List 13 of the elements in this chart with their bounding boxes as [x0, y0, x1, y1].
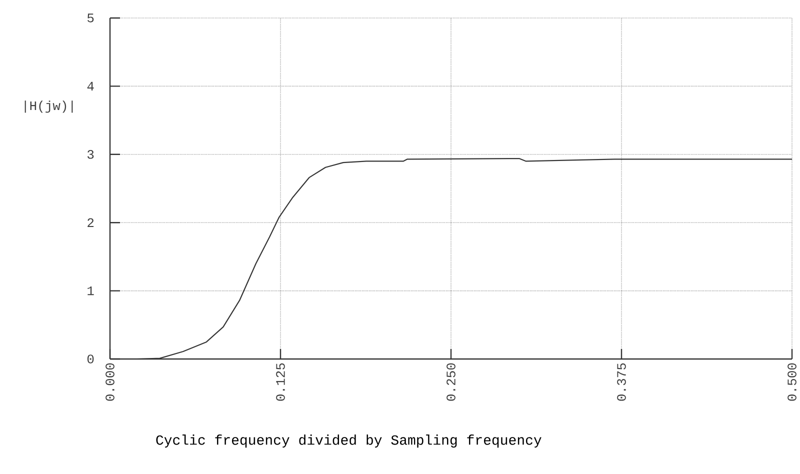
y-tick-label: 5: [87, 14, 94, 22]
y-tick-label: 0: [87, 354, 94, 364]
y-tick-label: 2: [88, 218, 94, 227]
y-tick-label: 1: [88, 286, 94, 296]
x-tick-label: 0.000: [106, 363, 114, 401]
y-tick-label: 3: [87, 150, 94, 159]
y-tick-label: 4: [87, 82, 94, 90]
x-tick-label: 0.250: [446, 363, 456, 401]
x-tick-label: 0.500: [788, 363, 796, 401]
y-axis-title: |H(jw)|: [24, 100, 73, 113]
x-tick-label: 0.125: [276, 363, 285, 401]
x-axis-title: Cyclic frequency divided by Sampling frequency: [156, 434, 542, 448]
x-tick-label: 0.375: [617, 363, 626, 401]
